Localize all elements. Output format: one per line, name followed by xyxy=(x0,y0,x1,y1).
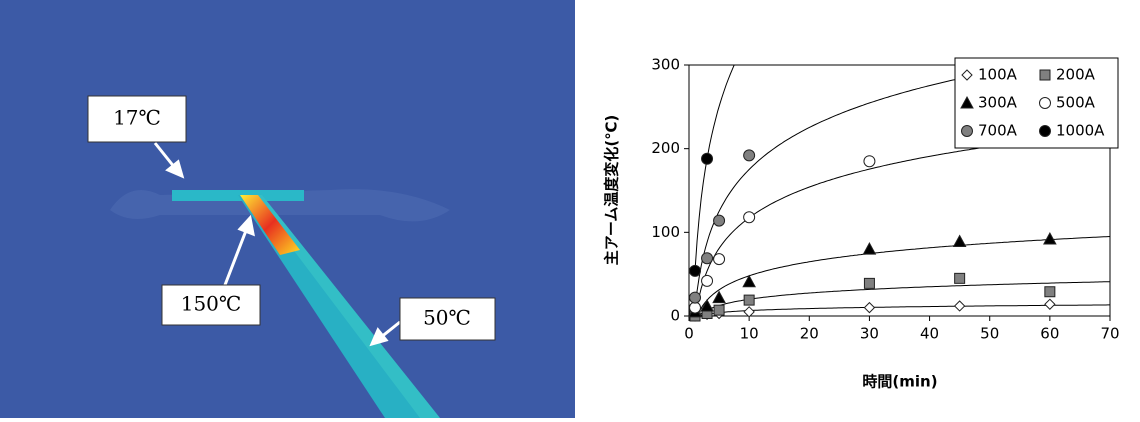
legend-label: 300A xyxy=(978,94,1018,112)
marker xyxy=(864,156,875,167)
arm-bar xyxy=(172,190,304,201)
marker xyxy=(1044,233,1056,244)
marker xyxy=(702,275,713,286)
x-tick-label: 0 xyxy=(684,325,694,343)
marker xyxy=(954,236,966,247)
legend-label: 200A xyxy=(1056,66,1096,84)
x-tick-label: 70 xyxy=(1100,325,1119,343)
marker xyxy=(690,302,701,313)
x-tick-label: 50 xyxy=(980,325,999,343)
marker xyxy=(744,150,755,161)
marker xyxy=(702,253,713,264)
marker xyxy=(955,301,965,311)
image-label: 150℃ xyxy=(181,292,242,316)
fit-curve xyxy=(695,237,1110,323)
legend-marker xyxy=(1040,98,1051,109)
marker xyxy=(863,243,875,254)
legend-label: 500A xyxy=(1056,94,1096,112)
x-tick-label: 40 xyxy=(920,325,939,343)
y-tick-label: 100 xyxy=(651,223,680,241)
marker xyxy=(714,254,725,265)
legend-marker xyxy=(962,126,973,137)
x-tick-label: 20 xyxy=(800,325,819,343)
image-label: 17℃ xyxy=(113,106,161,130)
marker xyxy=(690,292,701,303)
x-tick-label: 60 xyxy=(1040,325,1059,343)
figure: 17℃ 150℃ 50℃ 時間(min) 主アーム温度変化(℃) 0 10 20 30… xyxy=(0,0,1140,418)
marker xyxy=(702,153,713,164)
marker xyxy=(690,265,701,276)
x-tick-label: 10 xyxy=(740,325,759,343)
legend-marker xyxy=(1040,126,1051,137)
marker xyxy=(864,303,874,313)
y-tick-label: 200 xyxy=(651,139,680,157)
marker xyxy=(744,212,755,223)
marker xyxy=(864,278,874,288)
thermal-image: 17℃ 150℃ 50℃ xyxy=(0,0,575,418)
legend-label: 100A xyxy=(978,66,1018,84)
legend-label: 1000A xyxy=(1056,122,1105,140)
legend-label: 700A xyxy=(978,122,1018,140)
marker xyxy=(1045,287,1055,297)
marker xyxy=(744,307,754,317)
marker xyxy=(714,215,725,226)
marker xyxy=(714,305,724,315)
y-tick-label: 300 xyxy=(651,56,680,74)
y-tick-label: 0 xyxy=(670,307,680,325)
x-axis-label: 時間(min) xyxy=(862,373,937,391)
legend-marker xyxy=(1040,70,1050,80)
x-tick-label: 30 xyxy=(860,325,879,343)
marker xyxy=(1045,299,1055,309)
marker xyxy=(744,295,754,305)
y-axis-label: 主アーム温度変化(℃) xyxy=(603,115,621,266)
fit-curves xyxy=(695,0,1110,322)
image-label: 50℃ xyxy=(423,306,471,330)
marker xyxy=(955,273,965,283)
